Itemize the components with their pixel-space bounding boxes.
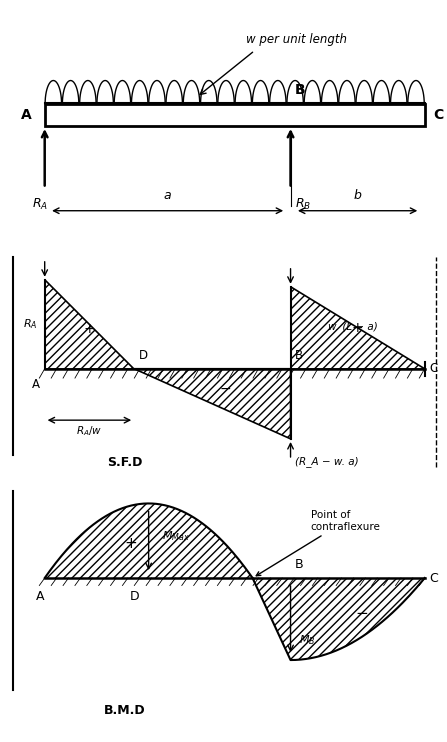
Text: $R_A$: $R_A$ xyxy=(24,318,38,331)
Text: B: B xyxy=(295,83,306,97)
Text: −: − xyxy=(356,605,368,621)
Bar xyxy=(45,104,425,126)
Text: A: A xyxy=(32,378,40,391)
Text: (R_A − w. a): (R_A − w. a) xyxy=(295,456,358,467)
Text: w per unit length: w per unit length xyxy=(246,33,347,46)
Text: D: D xyxy=(139,349,148,362)
Text: −: − xyxy=(220,382,232,396)
Text: $R_B$: $R_B$ xyxy=(295,197,311,212)
Text: b: b xyxy=(354,188,362,202)
Text: A: A xyxy=(36,591,45,603)
Text: S.F.D: S.F.D xyxy=(107,456,143,469)
Text: a: a xyxy=(164,188,172,202)
Text: C: C xyxy=(429,571,438,585)
Text: $M_B$: $M_B$ xyxy=(299,633,316,647)
Text: B.M.D: B.M.D xyxy=(104,704,146,718)
Text: +: + xyxy=(124,536,137,551)
Polygon shape xyxy=(291,287,425,369)
Polygon shape xyxy=(45,280,134,369)
Text: D: D xyxy=(129,591,139,603)
Text: A: A xyxy=(21,108,31,122)
Text: Point of
contraflexure: Point of contraflexure xyxy=(256,510,380,576)
Polygon shape xyxy=(134,369,291,439)
Text: $R_A$: $R_A$ xyxy=(32,197,48,212)
Text: B: B xyxy=(295,557,304,571)
Text: +: + xyxy=(352,321,363,335)
Text: +: + xyxy=(84,322,95,336)
Text: $M_{Max}$: $M_{Max}$ xyxy=(162,529,190,542)
Text: $R_A/w$: $R_A/w$ xyxy=(76,424,103,438)
Text: C: C xyxy=(434,108,444,122)
Text: C: C xyxy=(429,362,437,375)
Text: w. (L − a): w. (L − a) xyxy=(328,321,378,331)
Text: B: B xyxy=(295,349,303,362)
